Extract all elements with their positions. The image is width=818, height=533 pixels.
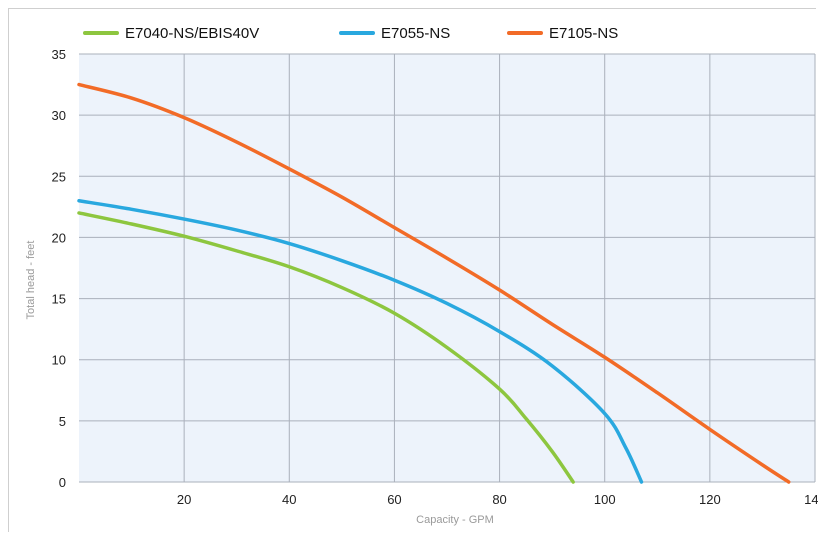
- x-axis-title: Capacity - GPM: [416, 514, 494, 526]
- legend-label-3: E7105-NS: [549, 25, 618, 42]
- y-tick-label: 10: [52, 353, 66, 368]
- y-tick-label: 25: [52, 169, 66, 184]
- x-tick-label: 80: [492, 492, 506, 507]
- x-tick-label: 40: [282, 492, 296, 507]
- y-tick-label: 35: [52, 47, 66, 62]
- y-tick-label: 0: [59, 475, 66, 490]
- x-tick-label: 20: [177, 492, 191, 507]
- x-tick-labels: 20 40 60 80 100 120 140: [177, 492, 818, 507]
- y-tick-labels: 0 5 10 15 20 25 30 35: [52, 47, 66, 490]
- y-tick-label: 30: [52, 108, 66, 123]
- x-tick-label: 140: [804, 492, 818, 507]
- y-tick-label: 15: [52, 292, 66, 307]
- y-tick-label: 20: [52, 230, 66, 245]
- legend-label-2: E7055-NS: [381, 25, 450, 42]
- legend: E7040-NS/EBIS40V E7055-NS E7105-NS: [85, 25, 618, 42]
- x-tick-label: 60: [387, 492, 401, 507]
- y-axis-title: Total head - feet: [25, 241, 37, 320]
- x-tick-label: 100: [594, 492, 616, 507]
- legend-label-1: E7040-NS/EBIS40V: [125, 25, 259, 42]
- x-tick-label: 120: [699, 492, 721, 507]
- y-tick-label: 5: [59, 414, 66, 429]
